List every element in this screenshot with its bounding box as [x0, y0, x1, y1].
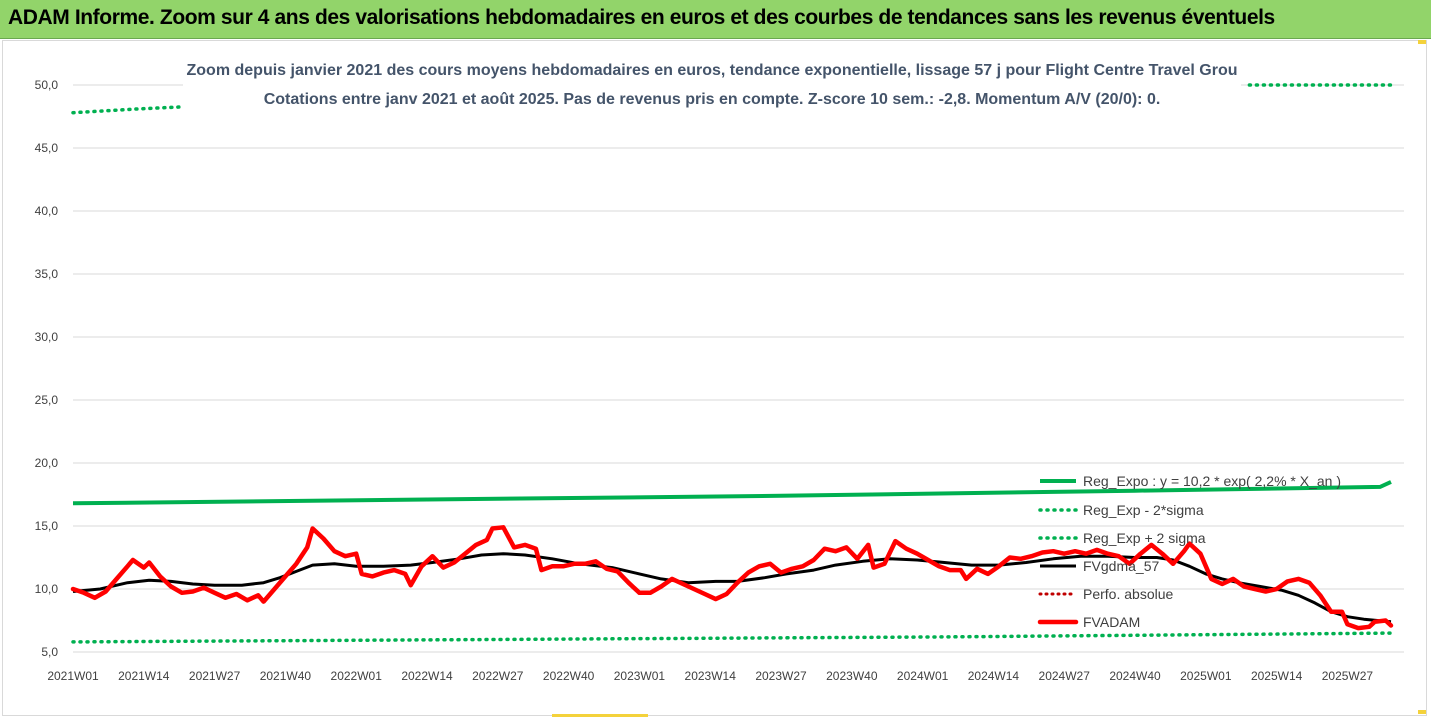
y-tick-label: 50,0 [35, 78, 59, 92]
header-banner: ADAM Informe. Zoom sur 4 ans des valoris… [0, 0, 1431, 39]
y-tick-label: 25,0 [35, 393, 59, 407]
series-line-reg-exp-2-sigma [71, 631, 1393, 644]
x-tick-label: 2025W01 [1180, 669, 1232, 683]
series-lines [70, 83, 1394, 644]
y-tick-label: 5,0 [41, 645, 58, 659]
legend-label: Reg_Exp - 2*sigma [1083, 502, 1204, 518]
y-tick-label: 40,0 [35, 204, 59, 218]
x-tick-label: 2021W27 [189, 669, 241, 683]
x-tick-label: 2022W27 [472, 669, 524, 683]
x-tick-label: 2024W40 [1109, 669, 1161, 683]
chart-area-border [2, 40, 1427, 716]
title-background [183, 55, 1241, 113]
header-title: ADAM Informe. Zoom sur 4 ans des valoris… [8, 6, 1275, 29]
legend-label: FVADAM [1083, 614, 1140, 630]
selection-handle [1418, 710, 1426, 714]
x-tick-label: 2022W40 [543, 669, 595, 683]
series-line-reg-expo-y-10-2-exp-2-2-x-an [72, 480, 1392, 506]
y-tick-label: 30,0 [35, 330, 59, 344]
x-tick-label: 2024W01 [897, 669, 949, 683]
x-tick-label: 2023W14 [685, 669, 737, 683]
series-line-reg-exp-2-sigma [71, 104, 195, 115]
legend-label: Reg_Expo : y = 10,2 * exp( 2,2% * X_an ) [1083, 473, 1341, 489]
x-tick-label: 2022W01 [331, 669, 383, 683]
x-tick-label: 2021W01 [47, 669, 99, 683]
y-tick-label: 35,0 [35, 267, 59, 281]
x-tick-label: 2022W14 [401, 669, 453, 683]
axis-labels: 5,0 10,0 15,0 20,0 25,0 30,0 35,0 40,0 45,0 50,0 2… [35, 78, 1374, 683]
x-tick-label: 2024W14 [968, 669, 1020, 683]
chart-title: Zoom depuis janvier 2021 des cours moyen… [187, 62, 1238, 79]
y-tick-label: 20,0 [35, 456, 59, 470]
x-tick-label: 2024W27 [1039, 669, 1091, 683]
legend: Reg_Expo : y = 10,2 * exp( 2,2% * X_an )… [1037, 473, 1341, 630]
legend-label: Perfo. absolue [1083, 586, 1173, 602]
x-tick-label: 2021W14 [118, 669, 170, 683]
x-tick-label: 2023W27 [755, 669, 807, 683]
x-tick-label: 2023W01 [614, 669, 666, 683]
y-tick-label: 10,0 [35, 582, 59, 596]
selection-handle [1418, 40, 1426, 44]
selection-handle [552, 714, 648, 717]
x-tick-label: 2021W40 [260, 669, 312, 683]
series-line-fvadam [70, 525, 1394, 631]
x-tick-label: 2023W40 [826, 669, 878, 683]
chart-subtitle: Cotations entre janv 2021 et août 2025. … [264, 91, 1161, 108]
legend-label: FVgdma_57 [1083, 558, 1159, 574]
y-tick-label: 45,0 [35, 141, 59, 155]
legend-label: Reg_Exp + 2 sigma [1083, 530, 1206, 546]
y-tick-label: 15,0 [35, 519, 59, 533]
x-tick-label: 2025W14 [1251, 669, 1303, 683]
x-tick-label: 2025W27 [1322, 669, 1374, 683]
